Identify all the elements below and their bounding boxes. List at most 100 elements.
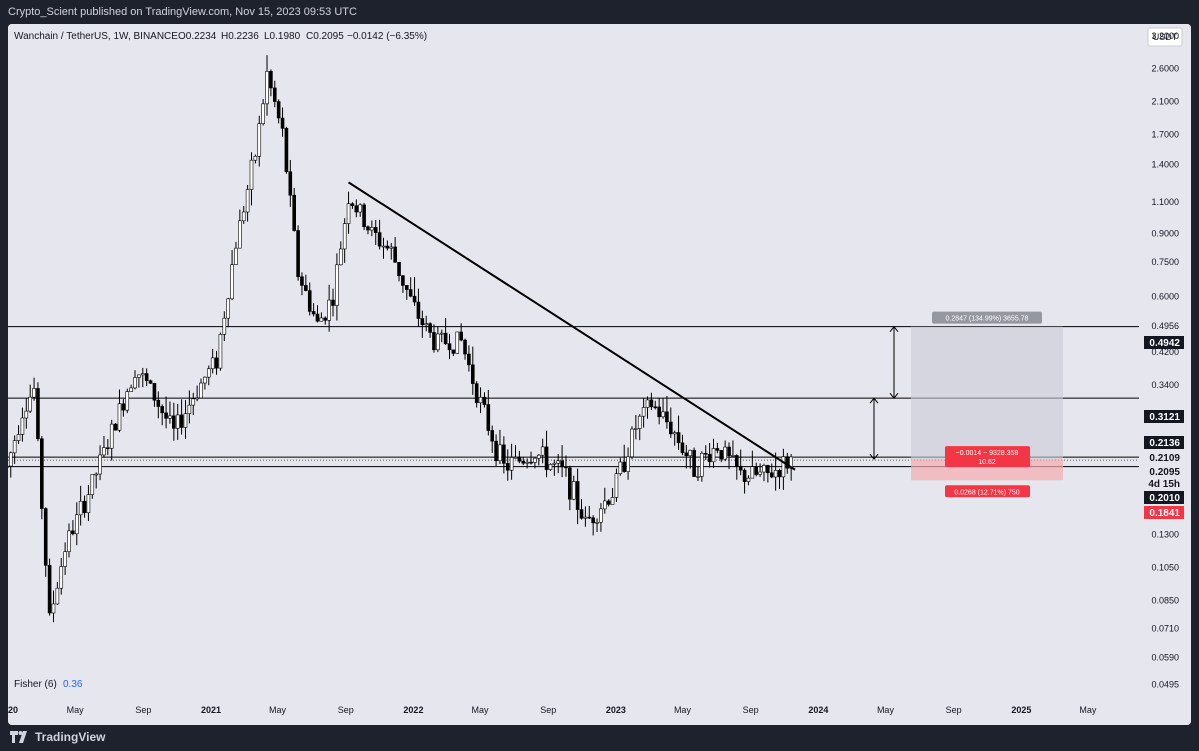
trendline[interactable] — [348, 181, 796, 471]
measure-arrow-head — [889, 325, 899, 399]
legend-open: O0.2234 — [178, 31, 217, 42]
x-tick-label: Sep — [946, 705, 962, 715]
x-tick-label: May — [674, 705, 692, 715]
chart-frame[interactable]: Wanchain / TetherUS, 1W, BINANCE O0.2234… — [8, 24, 1191, 725]
candle-body — [552, 462, 557, 465]
candle-body — [40, 438, 44, 509]
candle-body — [47, 565, 52, 614]
x-tick-label: Sep — [540, 705, 556, 715]
candle-body — [94, 473, 98, 476]
currency-button[interactable] — [1147, 27, 1183, 47]
candle-body — [680, 442, 685, 454]
price-chart[interactable]: Wanchain / TetherUS, 1W, BINANCE O0.2234… — [8, 24, 1191, 725]
y-tick-label: 0.1300 — [1151, 529, 1179, 539]
candle-body — [12, 440, 17, 454]
candle-body — [191, 398, 196, 406]
candle-body — [373, 227, 378, 233]
candle-body — [637, 415, 642, 429]
candle-body — [463, 339, 467, 355]
candle-body — [311, 311, 316, 315]
candle-body — [641, 407, 646, 417]
x-tick-label: May — [67, 705, 85, 715]
candle-body — [781, 456, 786, 478]
candle-body — [568, 467, 572, 500]
candle-body — [622, 461, 627, 472]
candle-body — [133, 377, 137, 389]
position-tool[interactable]: 0.2847 (134.99%) 3655.78 −0.0014 − 9328.3… — [869, 311, 1063, 498]
candle-body — [78, 500, 83, 516]
price-badge-label: 0.2095 — [1149, 467, 1180, 478]
candle-body — [55, 587, 60, 605]
candle-body — [234, 247, 238, 265]
candle-body — [319, 317, 324, 322]
candle-body — [187, 404, 192, 414]
legend-symbol: Wanchain / TetherUS, 1W, BINANCE — [14, 31, 178, 42]
candle-body — [230, 264, 234, 300]
candle-body — [470, 364, 475, 384]
candle-body — [226, 298, 230, 319]
ratio-label: 10.62 — [978, 459, 996, 466]
candle-body — [614, 473, 619, 498]
candle-body — [156, 399, 161, 407]
candle-body — [164, 412, 168, 419]
candle-body — [241, 211, 246, 222]
candle-body — [424, 323, 429, 326]
candle-body — [8, 452, 13, 467]
candle-body — [203, 376, 207, 384]
y-tick-label: 0.0850 — [1151, 595, 1179, 605]
candle-body — [630, 428, 634, 458]
x-tick-label: 2025 — [1011, 705, 1031, 715]
candle-body — [579, 509, 584, 519]
y-tick-label: 2.1000 — [1151, 97, 1179, 107]
candle-body — [63, 551, 67, 567]
candle-body — [719, 450, 724, 460]
candle-body — [684, 452, 689, 457]
price-badge — [1144, 465, 1184, 478]
candle-body — [195, 397, 199, 400]
candle-body — [284, 128, 289, 173]
candle-body — [486, 404, 491, 431]
legend-change: −0.0142 (−6.35%) — [347, 31, 427, 42]
candle-body — [408, 289, 413, 297]
candle-body — [727, 446, 731, 457]
price-axis[interactable]: 3.2000 2.6000 2.1000 1.7000 1.4000 1.1000 0.90… — [1144, 31, 1184, 690]
candles — [8, 55, 793, 623]
candle-body — [571, 481, 576, 500]
candle-body — [556, 460, 561, 464]
candle-body — [179, 414, 184, 428]
candle-body — [269, 71, 273, 89]
candle-body — [591, 517, 595, 524]
candle-body — [358, 204, 362, 213]
candle-body — [657, 406, 661, 418]
price-badge-label: 0.2136 — [1149, 438, 1180, 449]
candle-body — [152, 383, 157, 401]
candle-body — [296, 230, 300, 278]
y-tick-label: 0.3400 — [1151, 380, 1179, 390]
price-badge — [1144, 477, 1184, 490]
x-tick-label: 2023 — [606, 705, 626, 715]
candle-body — [649, 399, 654, 408]
candle-body — [67, 530, 71, 553]
candle-body — [769, 472, 774, 478]
candle-body — [59, 566, 64, 589]
indicator-value: 0.36 — [63, 679, 83, 690]
candle-body — [257, 123, 262, 157]
candle-body — [564, 466, 568, 469]
candle-body — [502, 444, 506, 464]
candle-body — [490, 430, 495, 442]
time-axis[interactable]: 2020 May Sep 2021 May Sep 2022 May Sep 2023 May Sep… — [8, 705, 1097, 715]
x-tick-label: May — [1079, 705, 1097, 715]
candle-body — [397, 261, 401, 276]
candle-body — [148, 380, 153, 384]
y-tick-label: 3.2000 — [1151, 31, 1179, 41]
candle-body — [90, 473, 95, 495]
candle-body — [346, 203, 351, 224]
candle-body — [206, 368, 211, 378]
candle-body — [467, 353, 471, 366]
candle-body — [688, 449, 693, 457]
y-tick-label: 1.7000 — [1151, 130, 1179, 140]
candle-body — [746, 477, 751, 482]
candle-body — [773, 470, 778, 478]
candle-body — [439, 332, 444, 335]
tradingview-logo[interactable]: TradingView — [10, 730, 105, 744]
